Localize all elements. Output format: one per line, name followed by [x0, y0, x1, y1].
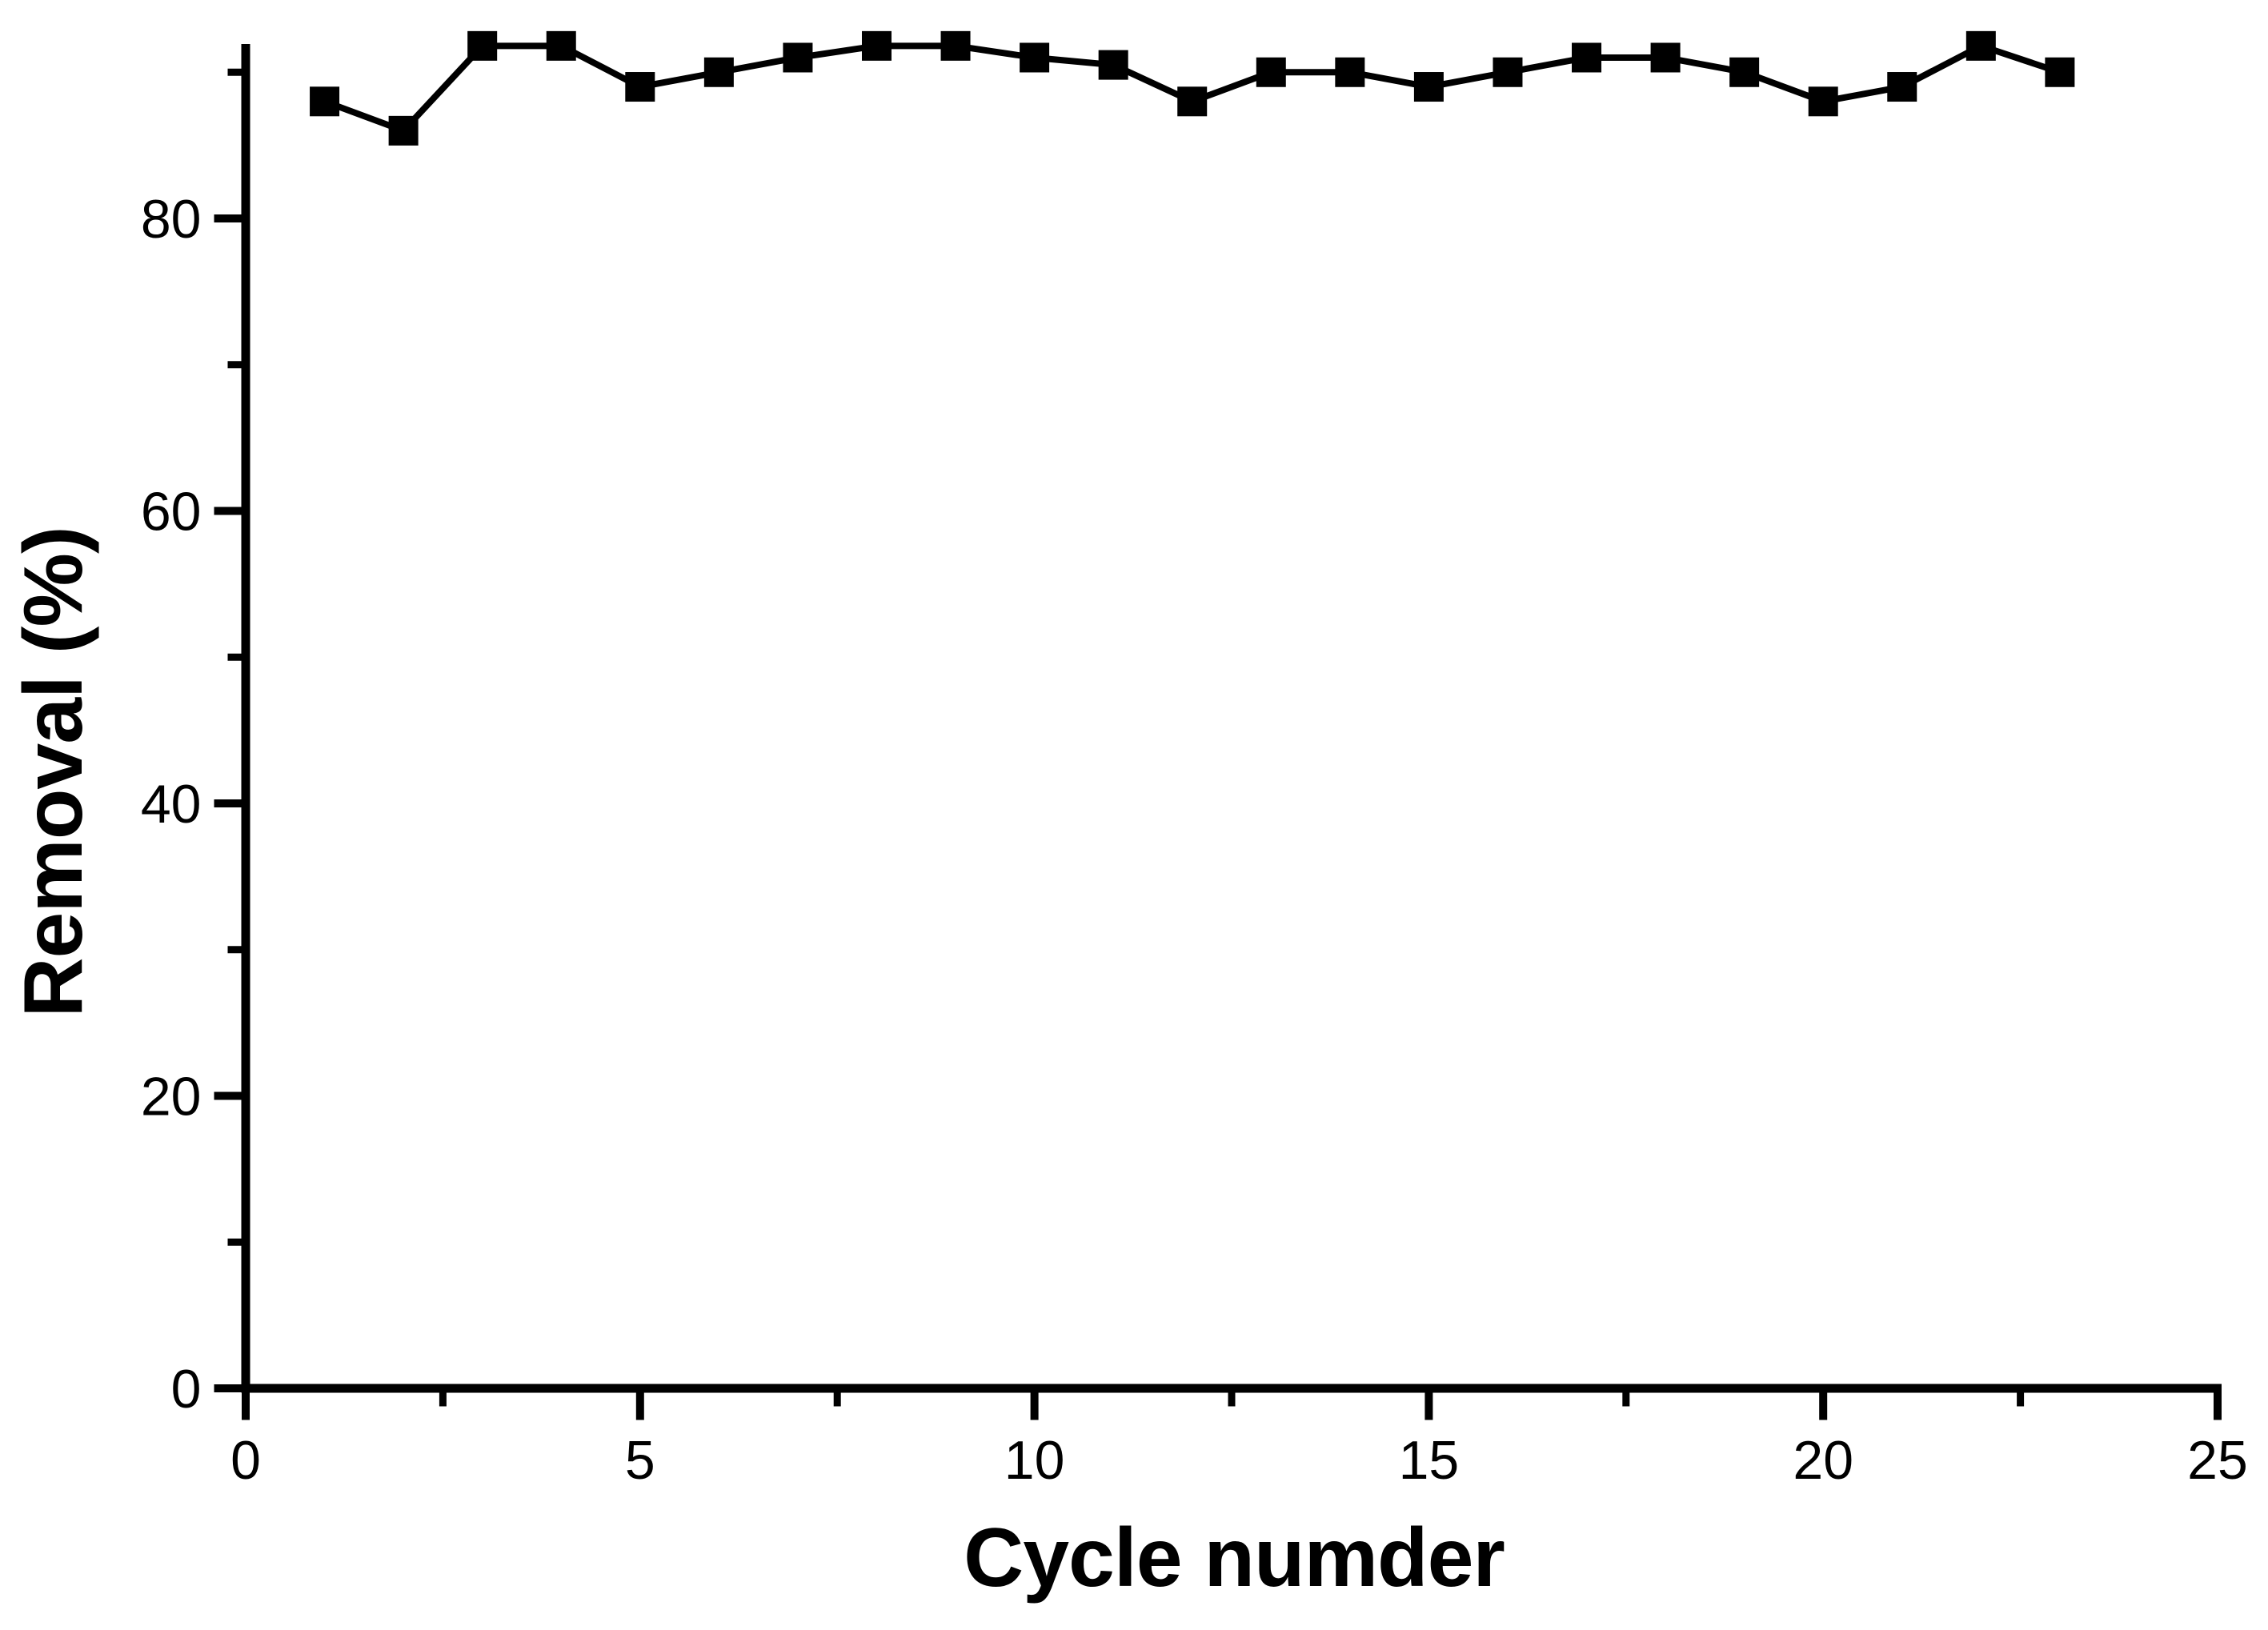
data-point-cycle-15	[1413, 72, 1444, 102]
x-tick-label: 10	[1004, 1430, 1065, 1491]
data-point-cycle-7	[783, 42, 813, 73]
data-point-cycle-14	[1335, 57, 1365, 87]
data-point-cycle-10	[1020, 42, 1050, 73]
data-point-cycle-18	[1650, 42, 1681, 73]
data-point-cycle-23	[2045, 57, 2075, 87]
data-point-cycle-20	[1808, 86, 1838, 117]
data-point-cycle-4	[546, 30, 576, 61]
axes-layer	[214, 44, 2222, 1420]
data-point-cycle-21	[1887, 72, 1917, 102]
data-point-cycle-1	[310, 86, 340, 117]
data-point-cycle-5	[625, 72, 655, 102]
y-tick-label: 0	[171, 1359, 202, 1420]
data-series-removal	[310, 30, 2075, 146]
data-point-cycle-13	[1256, 57, 1286, 87]
data-point-cycle-16	[1493, 57, 1523, 87]
data-point-cycle-3	[467, 30, 498, 61]
x-tick-label: 25	[2187, 1430, 2248, 1491]
x-tick-label: 15	[1399, 1430, 1460, 1491]
y-tick-label: 40	[141, 774, 202, 835]
data-point-cycle-22	[1965, 30, 1996, 61]
data-point-cycle-2	[388, 115, 419, 146]
y-tick-label: 60	[141, 482, 202, 543]
data-point-cycle-12	[1177, 86, 1208, 117]
data-point-cycle-6	[703, 57, 734, 87]
tick-label-layer: 0 20 40 60 80 0 5 10 15 20 25	[141, 189, 2248, 1491]
y-tick-label: 20	[141, 1067, 202, 1127]
data-point-cycle-8	[861, 30, 892, 61]
x-tick-label: 5	[625, 1430, 655, 1491]
data-point-cycle-11	[1098, 50, 1128, 80]
y-tick-label: 80	[141, 189, 202, 250]
y-axis-title: Removal (%)	[7, 527, 100, 1017]
data-point-cycle-19	[1729, 57, 1760, 87]
x-tick-label: 0	[230, 1430, 261, 1491]
x-axis-title: Cycle numder	[964, 1512, 1505, 1604]
data-point-cycle-9	[940, 30, 971, 61]
x-tick-label: 20	[1793, 1430, 1853, 1491]
data-point-cycle-17	[1572, 42, 1602, 73]
